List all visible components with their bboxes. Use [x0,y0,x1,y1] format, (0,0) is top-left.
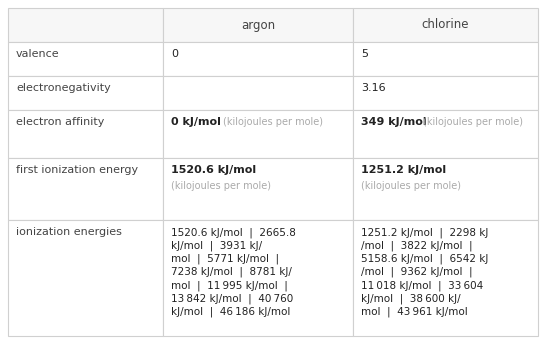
Bar [8,158,163,220]
Bar [8,110,163,158]
Bar [163,110,353,158]
Text: 1251.2 kJ/mol  |  2298 kJ
/mol  |  3822 kJ/mol  |
5158.6 kJ/mol  |  6542 kJ
/mol: 1251.2 kJ/mol | 2298 kJ /mol | 3822 kJ/m… [361,227,488,317]
Text: 5: 5 [361,49,368,59]
Bar [353,76,538,110]
Bar [163,8,353,42]
Text: 0: 0 [171,49,178,59]
Bar [8,8,163,42]
Bar [353,8,538,42]
Bar [353,158,538,220]
Text: valence: valence [16,49,60,59]
Text: 1520.6 kJ/mol  |  2665.8
kJ/mol  |  3931 kJ/
mol  |  5771 kJ/mol  |
7238 kJ/mol : 1520.6 kJ/mol | 2665.8 kJ/mol | 3931 kJ/… [171,227,296,317]
Text: 1251.2 kJ/mol: 1251.2 kJ/mol [361,165,446,175]
Bar [353,220,538,336]
Bar [163,158,353,220]
Text: argon: argon [241,18,275,31]
Bar [163,42,353,76]
Text: 0 kJ/mol: 0 kJ/mol [171,117,221,127]
Text: (kilojoules per mole): (kilojoules per mole) [361,181,461,191]
Text: ionization energies: ionization energies [16,227,122,237]
Text: electron affinity: electron affinity [16,117,104,127]
Bar [353,110,538,158]
Bar [163,76,353,110]
Bar [353,42,538,76]
Text: 349 kJ/mol: 349 kJ/mol [361,117,426,127]
Text: 3.16: 3.16 [361,83,385,93]
Bar [8,76,163,110]
Bar [163,220,353,336]
Text: (kilojoules per mole): (kilojoules per mole) [223,117,323,127]
Text: (kilojoules per mole): (kilojoules per mole) [171,181,271,191]
Text: first ionization energy: first ionization energy [16,165,138,175]
Bar [8,220,163,336]
Text: electronegativity: electronegativity [16,83,111,93]
Text: 1520.6 kJ/mol: 1520.6 kJ/mol [171,165,256,175]
Text: (kilojoules per mole): (kilojoules per mole) [423,117,523,127]
Text: chlorine: chlorine [422,18,469,31]
Bar [8,42,163,76]
